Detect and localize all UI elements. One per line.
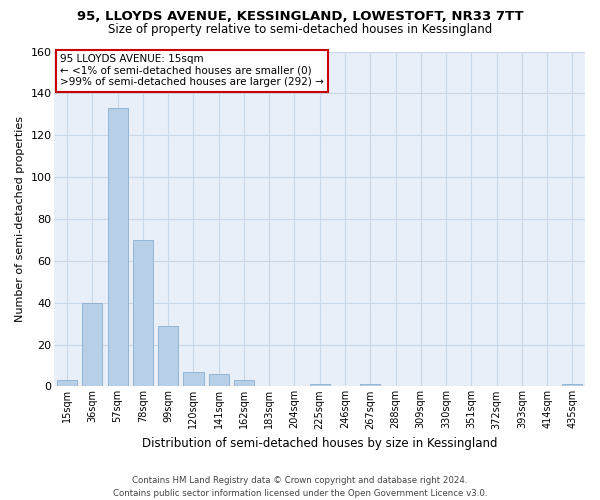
Bar — [158, 326, 178, 386]
Text: Contains HM Land Registry data © Crown copyright and database right 2024.
Contai: Contains HM Land Registry data © Crown c… — [113, 476, 487, 498]
Bar — [209, 374, 229, 386]
Bar — [360, 384, 380, 386]
Y-axis label: Number of semi-detached properties: Number of semi-detached properties — [15, 116, 25, 322]
Bar — [234, 380, 254, 386]
Bar — [107, 108, 128, 386]
Text: 95, LLOYDS AVENUE, KESSINGLAND, LOWESTOFT, NR33 7TT: 95, LLOYDS AVENUE, KESSINGLAND, LOWESTOF… — [77, 10, 523, 23]
Bar — [57, 380, 77, 386]
X-axis label: Distribution of semi-detached houses by size in Kessingland: Distribution of semi-detached houses by … — [142, 437, 497, 450]
Text: 95 LLOYDS AVENUE: 15sqm
← <1% of semi-detached houses are smaller (0)
>99% of se: 95 LLOYDS AVENUE: 15sqm ← <1% of semi-de… — [60, 54, 324, 88]
Bar — [82, 302, 103, 386]
Bar — [133, 240, 153, 386]
Bar — [184, 372, 203, 386]
Text: Size of property relative to semi-detached houses in Kessingland: Size of property relative to semi-detach… — [108, 22, 492, 36]
Bar — [562, 384, 583, 386]
Bar — [310, 384, 330, 386]
